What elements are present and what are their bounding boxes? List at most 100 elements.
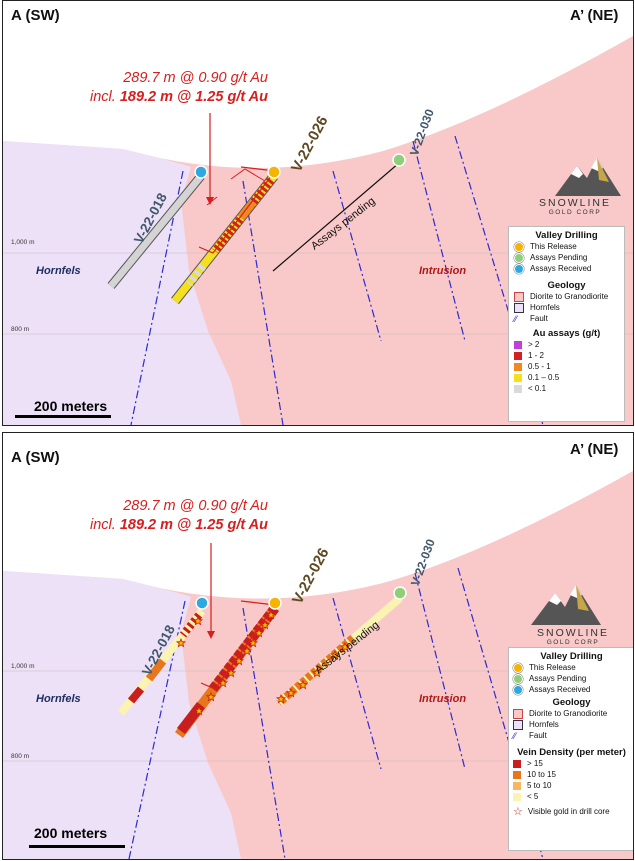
elevation-1000m: 1,000 m xyxy=(11,239,35,246)
legend-label: Fault xyxy=(529,731,547,740)
hornfels-label: Hornfels xyxy=(36,693,81,705)
legend-grade-3: 0.1 – 0.5 xyxy=(514,372,619,383)
legend-diorite: Diorite to Granodiorite xyxy=(514,291,619,302)
section-panel-au-assays: A (SW) A’ (NE) 289.7 m @ 0.90 g/t Au inc… xyxy=(2,0,634,426)
legend-label: 0.5 - 1 xyxy=(528,362,551,371)
drill-trace-v-22-018 xyxy=(107,173,205,289)
scale-bar xyxy=(15,415,111,418)
legend-assays-received: Assays Received xyxy=(514,263,619,274)
legend-label: Assays Received xyxy=(530,264,592,273)
company-logo: SNOWLINE GOLD CORP xyxy=(523,627,623,646)
legend-vein-2: 5 to 10 xyxy=(513,780,630,791)
legend-hornfels: Hornfels xyxy=(513,719,630,730)
legend-label: < 5 xyxy=(527,792,539,801)
logo-name: SNOWLINE xyxy=(538,197,611,209)
legend-label: > 2 xyxy=(528,340,540,349)
legend-label: This Release xyxy=(530,242,577,251)
legend-geology-title: Geology xyxy=(552,697,591,708)
legend-geology-title: Geology xyxy=(547,280,586,291)
map-legend: Valley Drilling This Release Assays Pend… xyxy=(508,647,633,851)
star-icon: ☆ xyxy=(513,806,523,818)
intercept-bold: 189.2 m @ 1.25 g/t Au xyxy=(119,89,268,105)
section-start-label: A (SW) xyxy=(11,449,60,466)
drill-trace-v-22-030 xyxy=(272,162,400,272)
drill-trace-v-22-018 xyxy=(117,608,206,716)
scale-bar xyxy=(29,845,125,848)
legend-drilling-title: Valley Drilling xyxy=(535,230,598,241)
legend-label: Diorite to Granodiorite xyxy=(529,709,608,718)
cross-section-map xyxy=(3,36,633,425)
intercept-annotation: 289.7 m @ 0.90 g/t Au incl. 189.2 m @ 1.… xyxy=(73,69,268,107)
hornfels-zone xyxy=(3,141,241,425)
legend-grade-4: < 0.1 xyxy=(514,383,619,394)
section-panel-vein-density: A (SW) A’ (NE) 289.7 m @ 0.90 g/t Au inc… xyxy=(2,432,634,860)
legend-this-release: This Release xyxy=(514,241,619,252)
intrusion-label: Intrusion xyxy=(419,693,467,705)
legend-label: Fault xyxy=(530,314,548,323)
legend-fault: ⁄⁄ Fault xyxy=(514,313,548,324)
logo-sub: GOLD CORP xyxy=(548,209,602,216)
cross-section-map xyxy=(3,471,633,859)
intercept-prefix: incl. xyxy=(89,89,120,105)
scale-label: 200 meters xyxy=(34,825,108,841)
intrusion-label: Intrusion xyxy=(419,265,467,277)
legend-grade-1: 1 - 2 xyxy=(514,350,619,361)
legend-vein-0: > 15 xyxy=(513,758,630,769)
map-legend: Valley Drilling This Release Assays Pend… xyxy=(508,226,625,422)
intercept-line-1: 289.7 m @ 0.90 g/t Au xyxy=(123,498,268,514)
legend-assays-received: Assays Received xyxy=(513,684,630,695)
legend-label: < 0.1 xyxy=(528,384,547,393)
legend-label: Assays Pending xyxy=(529,674,587,683)
legend-label: 1 - 2 xyxy=(528,351,545,360)
legend-drilling-title: Valley Drilling xyxy=(540,651,603,662)
legend-hornfels: Hornfels xyxy=(514,302,619,313)
legend-label: Visible gold in drill core xyxy=(527,807,610,816)
legend-label: 0.1 – 0.5 xyxy=(528,373,560,382)
collar-v-22-026 xyxy=(267,165,281,179)
intercept-annotation: 289.7 m @ 0.90 g/t Au incl. 189.2 m @ 1.… xyxy=(73,497,268,535)
legend-assays-pending: Assays Pending xyxy=(514,252,619,263)
intercept-bold: 189.2 m @ 1.25 g/t Au xyxy=(119,517,268,533)
legend-this-release: This Release xyxy=(513,662,630,673)
collar-v-22-030 xyxy=(393,586,407,600)
legend-label: Hornfels xyxy=(529,720,559,729)
legend-label: Assays Received xyxy=(529,685,591,694)
legend-label: Hornfels xyxy=(530,303,560,312)
legend-label: > 15 xyxy=(527,759,543,768)
company-logo: SNOWLINE GOLD CORP xyxy=(523,197,627,216)
legend-fault: ⁄⁄ Fault xyxy=(513,730,547,741)
legend-diorite: Diorite to Granodiorite xyxy=(513,708,630,719)
legend-assays-pending: Assays Pending xyxy=(513,673,630,684)
collar-v-22-026 xyxy=(268,596,282,610)
legend-grade-title: Vein Density (per meter) xyxy=(517,747,626,758)
collar-v-22-030 xyxy=(392,153,406,167)
section-end-label: A’ (NE) xyxy=(570,441,619,458)
intercept-prefix: incl. xyxy=(89,517,120,533)
snowline-logo-mark xyxy=(531,585,601,625)
elevation-1000m: 1,000 m xyxy=(11,663,35,670)
intercept-line-2: incl. 189.2 m @ 1.25 g/t Au xyxy=(73,88,268,107)
legend-vein-1: 10 to 15 xyxy=(513,769,630,780)
legend-vein-3: < 5 xyxy=(513,791,630,802)
section-start-label: A (SW) xyxy=(11,7,60,24)
section-end-label: A’ (NE) xyxy=(570,7,619,24)
collar-v-22-018 xyxy=(195,596,209,610)
logo-name: SNOWLINE xyxy=(536,627,609,639)
intercept-line-2: incl. 189.2 m @ 1.25 g/t Au xyxy=(73,516,268,535)
legend-label: This Release xyxy=(529,663,576,672)
elevation-800m: 800 m xyxy=(11,326,30,333)
legend-label: Diorite to Granodiorite xyxy=(530,292,609,301)
legend-visible-gold: ☆ Visible gold in drill core xyxy=(513,806,630,818)
elevation-800m: 800 m xyxy=(11,753,30,760)
legend-label: 10 to 15 xyxy=(527,770,556,779)
logo-sub: GOLD CORP xyxy=(546,639,600,646)
hornfels-label: Hornfels xyxy=(36,265,81,277)
legend-grade-2: 0.5 - 1 xyxy=(514,361,619,372)
legend-grade-title: Au assays (g/t) xyxy=(532,328,601,339)
legend-label: 5 to 10 xyxy=(527,781,552,790)
collar-v-22-018 xyxy=(194,165,208,179)
legend-grade-0: > 2 xyxy=(514,339,619,350)
legend-label: Assays Pending xyxy=(530,253,588,262)
intercept-line-1: 289.7 m @ 0.90 g/t Au xyxy=(123,70,268,86)
scale-label: 200 meters xyxy=(34,398,108,414)
